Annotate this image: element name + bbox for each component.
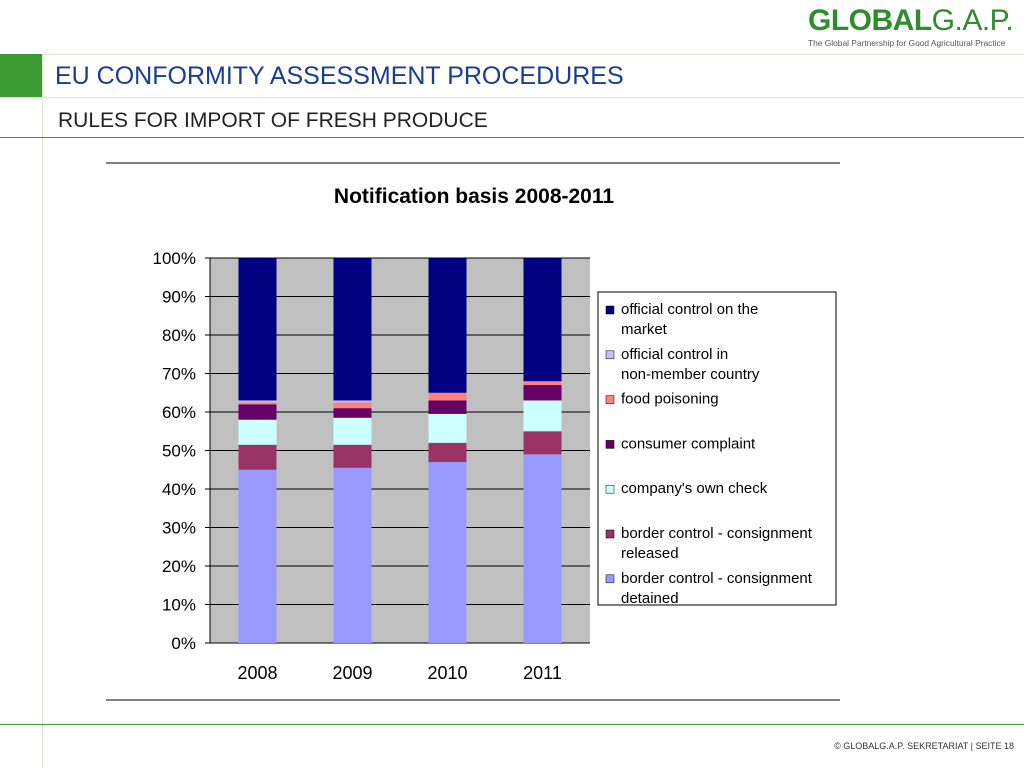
x-tick-label: 2010 [427, 663, 467, 683]
legend-box [597, 291, 837, 606]
bar-segment [333, 417, 372, 445]
bar-segment [238, 469, 277, 643]
legend-label: company's own check [621, 480, 768, 497]
bar-segment [428, 462, 467, 643]
logo-tagline: The Global Partnership for Good Agricult… [808, 38, 1006, 48]
legend-swatch [605, 350, 615, 360]
left-guide-line [42, 54, 43, 768]
y-tick-label: 90% [162, 288, 196, 307]
legend-swatch [605, 305, 615, 315]
y-tick-label: 10% [162, 596, 196, 615]
bar-segment [238, 419, 277, 445]
bar-segment [523, 454, 562, 643]
bar-segment [428, 258, 467, 393]
footer-rule [0, 724, 1024, 725]
y-tick-label: 40% [162, 480, 196, 499]
x-tick-label: 2011 [523, 663, 562, 683]
bar-segment [238, 400, 277, 403]
bar-segment [428, 392, 467, 401]
bar-segment [523, 400, 562, 432]
bar-segment [333, 408, 372, 418]
legend-label: official control in non-member country [621, 346, 760, 383]
bar-segment [333, 258, 372, 401]
legend-label: official control on the market [621, 301, 758, 338]
bar-segment [428, 413, 467, 443]
bar-segment [333, 402, 372, 409]
legend-label: food poisoning [621, 391, 719, 408]
slide-subtitle: RULES FOR IMPORT OF FRESH PRODUCE [58, 109, 488, 132]
bar-segment [238, 404, 277, 420]
y-tick-label: 100% [153, 249, 196, 268]
legend-swatch [605, 529, 615, 539]
x-tick-label: 2008 [237, 663, 277, 683]
bar-segment [238, 258, 277, 401]
legend-label: border control - consignment detained [621, 570, 813, 607]
bar-segment [333, 467, 372, 643]
bar-segment [523, 381, 562, 386]
legend-swatch [605, 440, 615, 449]
slide-title: EU CONFORMITY ASSESSMENT PROCEDURES [55, 62, 624, 90]
bar-segment [238, 444, 277, 470]
bar-segment [333, 400, 372, 403]
subtitle-rule [0, 137, 1024, 138]
y-tick-label: 80% [162, 326, 196, 345]
legend-label: border control - consignment released [621, 525, 813, 562]
legend-swatch [605, 484, 615, 494]
bar-segment [333, 444, 372, 468]
chart-title: Notification basis 2008-2011 [334, 185, 614, 208]
y-tick-label: 60% [162, 403, 196, 422]
logo-wordmark: GLOBALG.A.P. [808, 4, 1014, 37]
x-tick-label: 2009 [332, 663, 372, 683]
bar-segment [523, 385, 562, 401]
bar-segment [238, 402, 277, 405]
globalgap-logo: GLOBALG.A.P. The Global Partnership for … [808, 4, 1018, 49]
y-tick-label: 50% [162, 442, 196, 461]
legend-swatch [605, 574, 615, 584]
bar-segment [428, 400, 467, 414]
footer-copyright: © GLOBALG.A.P. SEKRETARIAT | SEITE 18 [834, 741, 1014, 751]
y-tick-label: 0% [171, 634, 196, 653]
bar-segment [523, 431, 562, 455]
y-tick-label: 30% [162, 519, 196, 538]
title-rule [0, 97, 1024, 98]
header-rule [0, 54, 1024, 55]
legend-label: consumer complaint [621, 435, 756, 452]
legend-swatch [605, 395, 615, 404]
y-tick-label: 20% [162, 557, 196, 576]
y-tick-label: 70% [162, 365, 196, 384]
bar-segment [428, 442, 467, 463]
title-accent-block [0, 54, 42, 97]
bar-segment [523, 258, 562, 382]
